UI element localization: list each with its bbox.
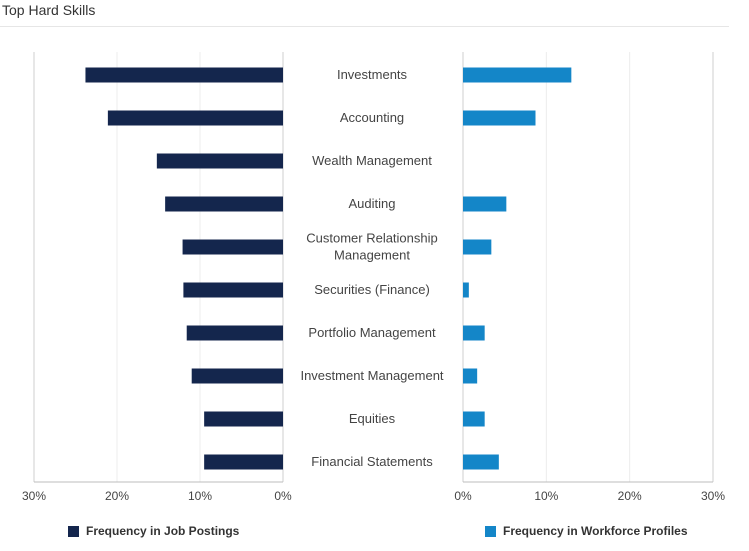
- tick-label-left: 30%: [22, 489, 46, 503]
- category-label-line: Wealth Management: [312, 153, 432, 168]
- category-label-line: Management: [334, 248, 410, 263]
- tick-label-right: 0%: [454, 489, 472, 503]
- tick-label-left: 0%: [274, 489, 292, 503]
- bar-job-postings: [204, 411, 283, 427]
- legend-job-postings[interactable]: Frequency in Job Postings: [68, 524, 239, 538]
- bar-workforce-profiles: [463, 454, 499, 470]
- bar-workforce-profiles: [463, 67, 572, 83]
- category-label-line: Securities (Finance): [314, 282, 430, 297]
- category-label-line: Portfolio Management: [308, 325, 436, 340]
- bar-job-postings: [156, 153, 283, 169]
- bar-job-postings: [182, 239, 283, 255]
- bar-workforce-profiles: [463, 239, 492, 255]
- category-label-line: Investment Management: [300, 368, 443, 383]
- bar-workforce-profiles: [463, 368, 478, 384]
- category-label: Investments: [337, 67, 408, 82]
- bar-job-postings: [186, 325, 283, 341]
- category-label-line: Customer Relationship: [306, 231, 438, 246]
- category-label: Portfolio Management: [308, 325, 436, 340]
- category-label-line: Investments: [337, 67, 408, 82]
- category-label: Auditing: [349, 196, 396, 211]
- bar-job-postings: [85, 67, 284, 83]
- category-label: Equities: [349, 411, 396, 426]
- category-label-line: Equities: [349, 411, 396, 426]
- hard-skills-chart: 30% 20% 10% 0% 0% 10% 20% 30% Investments Account…: [22, 52, 725, 503]
- tick-label-right: 10%: [534, 489, 558, 503]
- category-label: Customer Relationship Management: [306, 231, 438, 263]
- bar-job-postings: [183, 282, 283, 298]
- bar-workforce-profiles: [463, 411, 485, 427]
- tick-label-right: 20%: [618, 489, 642, 503]
- bar-workforce-profiles: [463, 110, 536, 126]
- category-label: Investment Management: [300, 368, 443, 383]
- category-label-line: Auditing: [349, 196, 396, 211]
- category-label: Securities (Finance): [314, 282, 430, 297]
- category-label: Financial Statements: [311, 454, 433, 469]
- chart-title: Top Hard Skills: [2, 2, 96, 18]
- legend-workforce-profiles[interactable]: Frequency in Workforce Profiles: [485, 524, 688, 538]
- category-label-line: Accounting: [340, 110, 404, 125]
- tick-label-right: 30%: [701, 489, 725, 503]
- title-divider: [0, 26, 729, 27]
- bar-job-postings: [165, 196, 283, 212]
- bar-job-postings: [204, 454, 283, 470]
- tick-label-left: 20%: [105, 489, 129, 503]
- category-label: Wealth Management: [312, 153, 432, 168]
- tick-label-left: 10%: [188, 489, 212, 503]
- bar-workforce-profiles: [463, 325, 485, 341]
- category-label-line: Financial Statements: [311, 454, 433, 469]
- legend-label-workforce-profiles: Frequency in Workforce Profiles: [503, 524, 688, 538]
- legend-swatch-workforce-profiles: [485, 525, 496, 537]
- bar-workforce-profiles: [463, 196, 507, 212]
- legend-swatch-job-postings: [68, 525, 79, 537]
- bar-job-postings: [191, 368, 283, 384]
- bar-workforce-profiles: [463, 282, 469, 298]
- bar-job-postings: [107, 110, 284, 126]
- category-label: Accounting: [340, 110, 404, 125]
- legend-label-job-postings: Frequency in Job Postings: [86, 524, 240, 538]
